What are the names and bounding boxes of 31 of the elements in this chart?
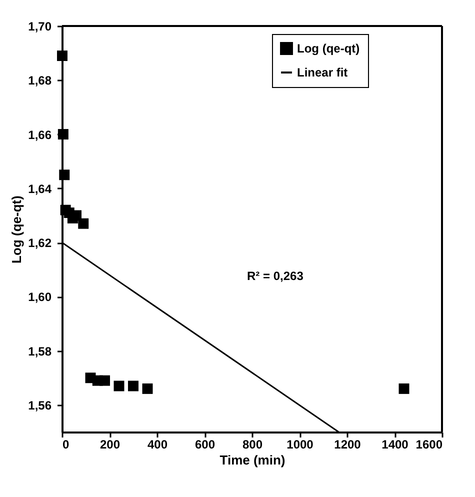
x-axis-title: Time (min) [220, 452, 286, 468]
x-tick-label: 200 [100, 438, 120, 452]
x-tick-label: 1600 [416, 438, 443, 452]
x-tick-label: 1000 [286, 438, 314, 452]
x-tick-label: 1200 [334, 438, 362, 452]
point [56, 50, 68, 62]
y-tick-label: 1,70 [28, 20, 52, 34]
point [142, 383, 153, 394]
point [128, 380, 138, 392]
point [114, 380, 124, 392]
y-tick-label: 1,68 [28, 74, 52, 88]
x-tick-label: 400 [147, 438, 168, 452]
y-axis-title: Log (qe-qt) [9, 196, 24, 264]
point [78, 218, 89, 229]
y-tick-label: 1,62 [28, 236, 52, 250]
x-tick-label: 800 [242, 438, 263, 452]
y-tick-label: 1,60 [28, 290, 52, 304]
point [59, 170, 70, 180]
y-tick-label: 1,64 [28, 182, 52, 196]
x-tick-label: 0 [62, 438, 70, 452]
x-tick-label: 600 [194, 438, 216, 452]
annotation: R² = 0,263 [247, 269, 304, 283]
y-tick-label: 1,56 [28, 398, 52, 412]
legend-label: Log (qe-qt) [297, 42, 360, 56]
x-tick-label: 1400 [382, 438, 409, 452]
y-tick-label: 1,58 [28, 344, 52, 358]
legend-label: Linear fit [297, 66, 348, 80]
point [58, 129, 68, 140]
point [398, 383, 410, 394]
y-tick-label: 1,66 [28, 128, 52, 142]
point [100, 375, 110, 386]
